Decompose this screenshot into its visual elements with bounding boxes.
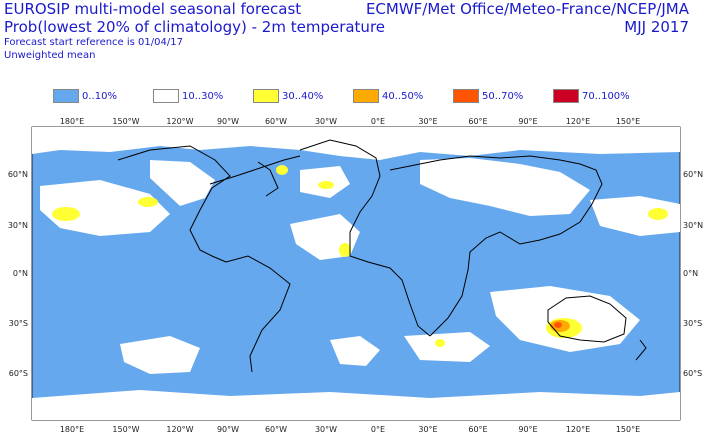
- lon-label-top-5: 30°W: [315, 117, 337, 126]
- weighting-note: Unweighted mean: [4, 50, 96, 61]
- lon-label-top-7: 30°E: [418, 117, 437, 126]
- lon-label-bottom-10: 120°E: [566, 425, 590, 434]
- coastlines: [117, 139, 647, 373]
- lon-label-top-6: 0°E: [371, 117, 385, 126]
- lat-label-left-4: 60°S: [9, 369, 28, 378]
- lat-label-right-1: 30°N: [683, 221, 703, 230]
- lon-label-top-2: 120°W: [166, 117, 193, 126]
- producers: ECMWF/Met Office/Meteo-France/NCEP/JMA: [365, 0, 689, 18]
- legend-swatch-1: [153, 89, 179, 103]
- lon-label-bottom-1: 150°W: [112, 425, 139, 434]
- lon-label-bottom-2: 120°W: [166, 425, 193, 434]
- legend-swatch-5: [553, 89, 579, 103]
- lon-label-top-10: 120°E: [566, 117, 590, 126]
- forecast-reference: Forecast start reference is 01/04/17: [4, 37, 183, 48]
- lon-label-bottom-6: 0°E: [371, 425, 385, 434]
- lon-label-top-11: 150°E: [616, 117, 640, 126]
- lat-label-left-1: 30°N: [8, 221, 28, 230]
- title-block: EUROSIP multi-model seasonal forecast Pr…: [4, 2, 385, 61]
- bottom-lon-labels: 180°E 150°W 120°W 90°W 60°W 30°W 0°E 30°…: [60, 425, 640, 434]
- lon-label-bottom-5: 30°W: [315, 425, 337, 434]
- legend-label-1: 10..30%: [182, 90, 224, 102]
- legend-swatch-3: [353, 89, 379, 103]
- legend: 0..10% 10..30% 30..40% 40..50% 50..70% 7…: [0, 88, 705, 104]
- legend-item-4: 50..70%: [453, 88, 523, 104]
- chart-title: EUROSIP multi-model seasonal forecast: [4, 0, 302, 18]
- legend-item-1: 10..30%: [153, 88, 223, 104]
- legend-item-3: 40..50%: [353, 88, 423, 104]
- lon-label-top-3: 90°W: [217, 117, 239, 126]
- world-map: 180°E 150°W 120°W 90°W 60°W 30°W 0°E 30°…: [8, 117, 703, 434]
- left-lat-labels: 60°N 30°N 0°N 30°S 60°S: [8, 170, 28, 378]
- lon-label-bottom-11: 150°E: [616, 425, 640, 434]
- lon-label-bottom-9: 90°E: [518, 425, 537, 434]
- lon-label-bottom-3: 90°W: [217, 425, 239, 434]
- lat-label-right-3: 30°S: [683, 319, 702, 328]
- legend-label-5: 70..100%: [582, 90, 630, 102]
- lon-label-top-4: 60°W: [265, 117, 287, 126]
- legend-swatch-0: [53, 89, 79, 103]
- lon-label-top-9: 90°E: [518, 117, 537, 126]
- lat-label-right-4: 60°S: [683, 369, 702, 378]
- lon-label-bottom-0: 180°E: [60, 425, 84, 434]
- lat-label-left-0: 60°N: [8, 170, 28, 179]
- lon-label-bottom-8: 60°E: [468, 425, 487, 434]
- probability-field: [32, 127, 680, 420]
- right-lat-labels: 60°N 30°N 0°N 30°S 60°S: [683, 170, 703, 378]
- lon-label-bottom-7: 30°E: [418, 425, 437, 434]
- map-frame: [31, 126, 681, 421]
- lon-label-top-8: 60°E: [468, 117, 487, 126]
- chart-subtitle: Prob(lowest 20% of climatology) - 2m tem…: [4, 18, 386, 36]
- legend-label-3: 40..50%: [382, 90, 424, 102]
- legend-label-4: 50..70%: [482, 90, 524, 102]
- producer-block: ECMWF/Met Office/Meteo-France/NCEP/JMA M…: [366, 2, 689, 35]
- top-lon-labels: 180°E 150°W 120°W 90°W 60°W 30°W 0°E 30°…: [60, 117, 640, 126]
- legend-label-0: 0..10%: [82, 90, 117, 102]
- lon-label-top-0: 180°E: [60, 117, 84, 126]
- lon-label-top-1: 150°W: [112, 117, 139, 126]
- legend-item-5: 70..100%: [553, 88, 630, 104]
- forecast-period: MJJ 2017: [624, 18, 689, 36]
- legend-swatch-4: [453, 89, 479, 103]
- lat-label-left-2: 0°N: [13, 269, 28, 278]
- legend-swatch-2: [253, 89, 279, 103]
- legend-label-2: 30..40%: [282, 90, 324, 102]
- lon-label-bottom-4: 60°W: [265, 425, 287, 434]
- lat-label-left-3: 30°S: [9, 319, 28, 328]
- lat-label-right-2: 0°N: [683, 269, 698, 278]
- legend-item-0: 0..10%: [53, 88, 117, 104]
- lat-label-right-0: 60°N: [683, 170, 703, 179]
- legend-item-2: 30..40%: [253, 88, 323, 104]
